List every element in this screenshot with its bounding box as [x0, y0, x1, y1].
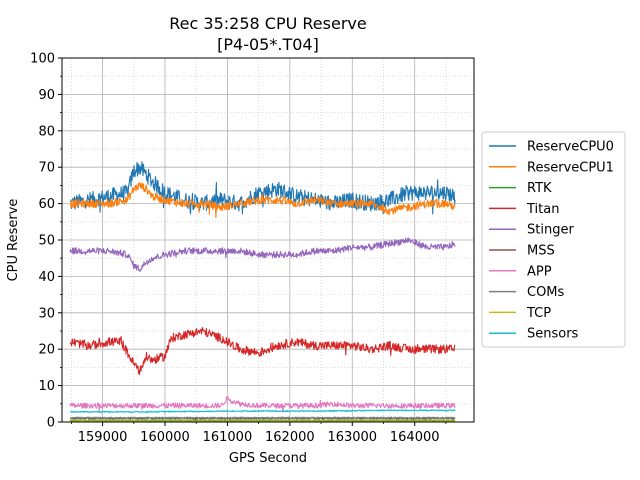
x-tick-label: 164000 — [390, 430, 440, 445]
y-tick-label: 30 — [38, 306, 55, 321]
y-tick-label: 80 — [38, 124, 55, 139]
legend-label: RTK — [527, 181, 552, 196]
y-tick-label: 10 — [38, 379, 55, 394]
y-tick-label: 100 — [30, 52, 55, 67]
series-line-app — [69, 396, 456, 413]
x-axis-title: GPS Second — [229, 451, 307, 466]
legend-label: Stinger — [527, 223, 574, 238]
y-tick-label: 40 — [38, 270, 55, 285]
legend-label: Titan — [526, 202, 559, 217]
y-tick-label: 0 — [47, 416, 55, 431]
legend-label: COMs — [527, 285, 565, 300]
x-tick-label: 160000 — [140, 430, 190, 445]
legend-label: APP — [527, 264, 552, 279]
series-line-sensors — [69, 409, 456, 414]
series-line-titan — [69, 327, 456, 376]
series-lines — [69, 161, 456, 422]
legend-label: TCP — [526, 306, 551, 321]
series-line-stinger — [69, 237, 456, 273]
chart-title: Rec 35:258 CPU Reserve — [169, 14, 366, 33]
legend-label: MSS — [527, 244, 555, 259]
legend-box — [481, 131, 626, 348]
y-tick-label: 20 — [38, 343, 55, 358]
legend-label: ReserveCPU1 — [527, 160, 614, 175]
y-tick-label: 50 — [38, 234, 55, 249]
x-tick-label: 162000 — [265, 430, 315, 445]
x-tick-label: 163000 — [327, 430, 377, 445]
series-line-reservecpu0 — [69, 161, 456, 215]
series-line-coms — [69, 416, 456, 420]
chart-subtitle: [P4-05*.T04] — [217, 35, 319, 54]
series-line-reservecpu1 — [69, 182, 456, 218]
legend-label: Sensors — [527, 327, 579, 342]
y-tick-label: 70 — [38, 161, 55, 176]
y-tick-label: 60 — [38, 197, 55, 212]
axis-ticks: 0 10 20 30 40 50 60 70 80 90 100 159000 160000 161000… — [30, 52, 447, 445]
x-tick-label: 159000 — [78, 430, 128, 445]
y-tick-label: 90 — [38, 88, 55, 103]
legend: ReserveCPU0 ReserveCPU1 RTK Titan Stinger MSS… — [481, 131, 626, 348]
series-line-tcp — [69, 420, 456, 422]
y-axis-title: CPU Reserve — [6, 199, 21, 282]
legend-label: ReserveCPU0 — [527, 140, 614, 155]
x-tick-label: 161000 — [203, 430, 253, 445]
